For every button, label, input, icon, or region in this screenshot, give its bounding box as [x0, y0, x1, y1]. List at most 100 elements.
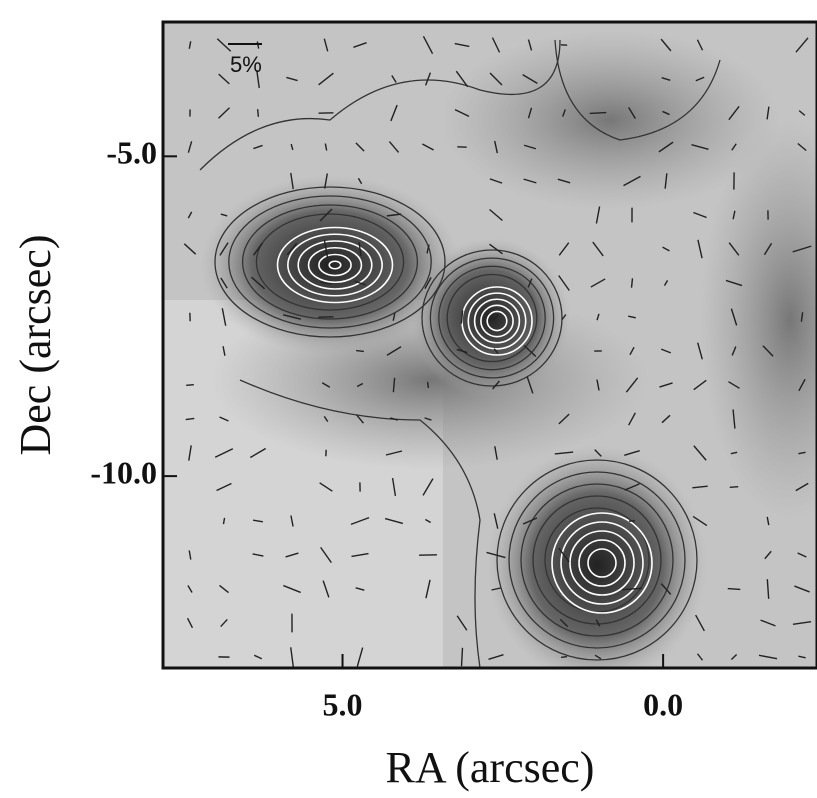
vector: [493, 140, 499, 154]
vector: [795, 482, 809, 492]
vector: [392, 377, 396, 393]
y-axis-label: Dec (arcsec): [11, 234, 60, 455]
vector: [494, 446, 498, 460]
contour: [241, 204, 419, 320]
vector: [290, 515, 294, 527]
vector: [355, 587, 365, 591]
vector: [560, 655, 568, 659]
vector: [592, 241, 604, 257]
vector: [527, 278, 533, 288]
vector: [220, 277, 228, 289]
vector: [732, 409, 736, 429]
vector: [188, 41, 192, 49]
vector: [558, 275, 570, 291]
vector: [557, 178, 571, 184]
vector: [628, 107, 636, 119]
vector: [758, 654, 778, 660]
vector: [489, 243, 503, 255]
vector: [492, 380, 500, 390]
contour: [480, 304, 514, 338]
vector: [523, 344, 537, 358]
vector: [731, 346, 737, 356]
vector: [595, 619, 601, 627]
vector: [456, 615, 468, 631]
vector: [188, 445, 192, 461]
contour: [328, 260, 342, 270]
vector: [320, 281, 332, 285]
contour: [199, 39, 561, 171]
vector: [454, 108, 470, 118]
vector: [283, 584, 301, 594]
vector: [185, 417, 195, 421]
vector: [562, 109, 566, 117]
vector: [323, 415, 329, 423]
vector: [256, 69, 260, 89]
vector: [422, 35, 434, 55]
vector: [798, 655, 806, 659]
vector: [693, 379, 707, 391]
vector: [218, 73, 230, 85]
contour: [318, 253, 352, 277]
vector: [250, 276, 266, 290]
contour: [255, 213, 405, 311]
vector: [594, 449, 602, 457]
vector: [219, 416, 229, 422]
vector: [186, 383, 194, 387]
vector: [286, 76, 298, 82]
vector: [798, 110, 806, 116]
vector: [186, 617, 194, 629]
contour: [438, 265, 546, 371]
vector: [623, 175, 641, 187]
vector: [323, 38, 329, 52]
vector: [425, 518, 431, 524]
vector: [662, 246, 670, 252]
vector: [351, 552, 369, 558]
vector: [455, 70, 469, 88]
vector: [629, 346, 635, 356]
contour: [307, 246, 363, 284]
vector: [392, 313, 396, 321]
contour: [429, 257, 555, 379]
x-tick-label: 5.0: [323, 686, 363, 722]
vector: [216, 38, 232, 52]
vector: [559, 618, 569, 628]
vector: [358, 242, 362, 256]
vector: [595, 206, 601, 224]
contour: [239, 379, 481, 668]
vector: [489, 208, 503, 222]
vector: [323, 239, 329, 259]
vector: [596, 313, 600, 321]
vector: [692, 485, 708, 489]
vector: [290, 647, 294, 667]
vector: [187, 211, 193, 219]
vector: [696, 653, 704, 661]
vector: [594, 654, 602, 660]
vector: [183, 243, 197, 255]
contour: [297, 240, 373, 290]
intensity-image: [163, 22, 817, 668]
vector: [187, 585, 193, 593]
vector: [630, 278, 634, 288]
vector: [660, 38, 672, 52]
x-tick-label: 0.0: [643, 686, 683, 722]
vector: [188, 550, 192, 560]
contour: [287, 233, 383, 297]
vector: [221, 308, 227, 326]
contour: [587, 548, 617, 578]
vector: [522, 517, 538, 525]
vector: [249, 447, 267, 459]
vector: [356, 349, 364, 353]
vector: [695, 76, 705, 82]
vector: [391, 477, 397, 497]
vector: [589, 111, 607, 115]
vector: [764, 550, 772, 560]
vector: [253, 144, 263, 150]
vector: [319, 482, 333, 492]
vector: [489, 178, 503, 184]
vector: [628, 315, 636, 319]
vector: [792, 245, 812, 253]
vector: [391, 75, 397, 83]
vector: [384, 517, 404, 525]
vector: [422, 143, 434, 151]
vector: [695, 614, 705, 632]
